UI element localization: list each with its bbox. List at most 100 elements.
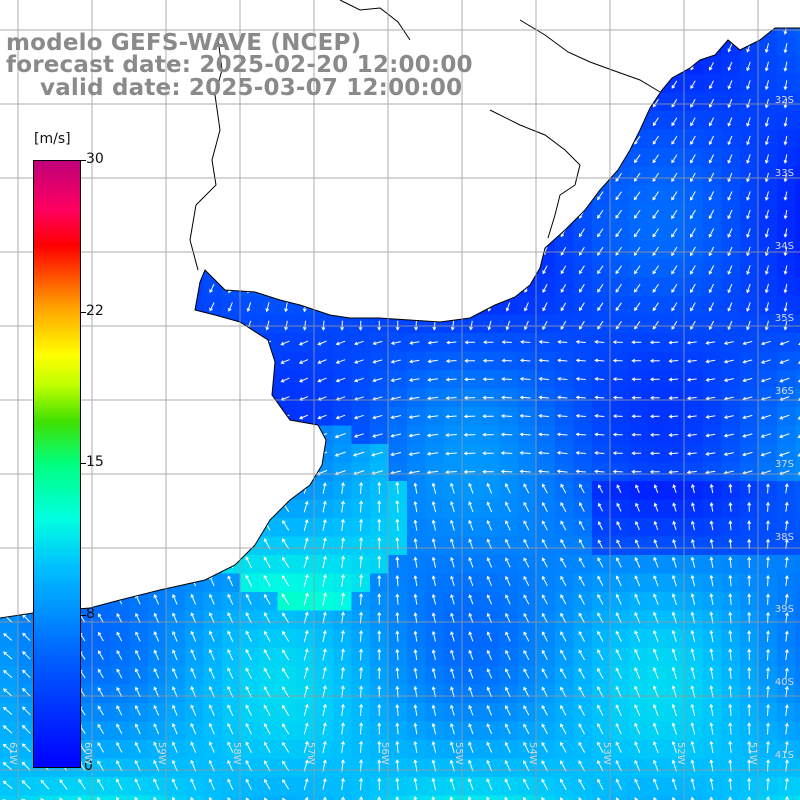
wind-arrow-head <box>190 741 194 746</box>
wind-arrow <box>729 502 732 512</box>
wind-arrow <box>3 688 13 697</box>
wind-arrow <box>432 631 436 642</box>
wind-arrow-head <box>727 215 732 220</box>
wind-arrow <box>135 687 141 698</box>
wind-arrow <box>560 320 567 330</box>
wind-arrow <box>371 451 383 456</box>
wind-arrow-head <box>317 378 322 383</box>
wind-arrow <box>135 723 141 735</box>
wind-arrow-head <box>172 704 176 709</box>
wind-arrow <box>505 650 511 661</box>
wind-arrow-head <box>557 395 561 400</box>
wind-arrow <box>432 705 437 716</box>
wind-arrow-head <box>22 632 26 637</box>
wind-arrow-head <box>578 538 583 543</box>
wind-arrow <box>615 760 622 772</box>
wind-arrow-head <box>597 251 601 256</box>
wind-arrow <box>414 705 418 716</box>
wind-arrow-head <box>671 759 676 764</box>
wind-arrow-head <box>2 688 7 693</box>
wind-arrow-head <box>746 196 750 201</box>
wind-arrow-head <box>282 538 286 543</box>
wind-arrow <box>505 483 511 494</box>
wind-arrow-head <box>747 648 752 653</box>
wind-arrow <box>690 265 696 275</box>
wind-arrow-head <box>464 358 469 363</box>
wind-arrow-head <box>668 358 673 363</box>
wind-arrow-head <box>341 537 345 541</box>
wind-arrow-head <box>153 686 158 691</box>
wind-arrow <box>616 539 622 549</box>
wind-arrow-head <box>135 668 139 673</box>
wind-arrow-head <box>504 705 509 709</box>
wind-arrow-head <box>578 520 583 525</box>
wind-arrow <box>209 668 215 679</box>
wind-arrow-head <box>652 722 657 727</box>
wind-arrow-head <box>557 358 562 363</box>
wind-arrow <box>282 779 290 790</box>
wind-arrow <box>228 302 233 312</box>
wind-arrow <box>97 760 105 772</box>
wind-arrow <box>691 667 696 680</box>
wind-arrow-head <box>2 725 7 729</box>
wind-arrow <box>501 452 513 454</box>
wind-arrow <box>266 320 270 330</box>
wind-arrow-head <box>245 556 249 561</box>
wind-arrow-head <box>40 779 45 784</box>
wind-arrow-head <box>686 359 691 364</box>
wind-arrow <box>322 574 326 587</box>
wind-arrow-head <box>413 667 418 672</box>
wind-arrow-head <box>579 251 583 256</box>
wind-arrow-head <box>541 612 546 617</box>
wind-arrow <box>634 760 641 772</box>
wind-arrow-head <box>409 341 414 345</box>
wind-arrow <box>672 539 677 549</box>
wind-arrow-head <box>594 450 599 455</box>
wind-arrow-head <box>652 667 657 671</box>
wind-arrow <box>560 705 567 716</box>
wind-arrow <box>281 396 290 401</box>
wind-arrow-head <box>134 723 139 728</box>
wind-arrow-head <box>359 703 364 708</box>
wind-arrow <box>780 377 790 382</box>
wind-arrow <box>450 796 453 800</box>
wind-arrow-head <box>482 377 487 382</box>
wind-arrow <box>560 539 567 549</box>
wind-arrow <box>190 649 197 661</box>
wind-arrow-head <box>634 325 638 330</box>
wind-arrow <box>560 265 567 274</box>
wind-arrow <box>360 519 362 532</box>
wind-arrow <box>542 539 548 550</box>
wind-arrow-head <box>615 667 620 672</box>
wind-arrow-head <box>359 481 364 486</box>
wind-arrow-head <box>341 629 345 634</box>
wind-arrow-head <box>449 722 454 727</box>
wind-arrow-head <box>612 451 617 456</box>
wind-arrow-head <box>431 538 436 543</box>
wind-arrow-head <box>450 667 454 672</box>
wind-arrow-head <box>228 307 232 312</box>
wind-arrow <box>520 452 531 454</box>
wind-arrow <box>669 452 679 455</box>
wind-arrow-head <box>616 521 620 525</box>
wind-arrow-head <box>728 796 733 800</box>
wind-arrow-head <box>341 500 345 505</box>
wind-arrow <box>523 631 530 642</box>
wind-arrow <box>541 742 548 753</box>
wind-arrow <box>209 594 215 605</box>
wind-arrow-head <box>708 233 713 238</box>
wind-arrow <box>576 433 586 436</box>
wind-arrow-head <box>78 778 82 783</box>
wind-arrow-head <box>728 777 733 782</box>
wind-arrow-head <box>359 796 364 800</box>
wind-arrow <box>486 760 493 772</box>
wind-arrow <box>266 302 270 312</box>
wind-arrow <box>710 649 714 661</box>
wind-arrow <box>303 593 309 606</box>
wind-arrow-head <box>97 631 102 636</box>
wind-arrow-head <box>208 759 213 764</box>
wind-arrow <box>523 613 530 624</box>
wind-arrow <box>116 669 123 679</box>
wind-arrow-head <box>746 122 750 127</box>
lon-label: 53W <box>601 742 612 765</box>
